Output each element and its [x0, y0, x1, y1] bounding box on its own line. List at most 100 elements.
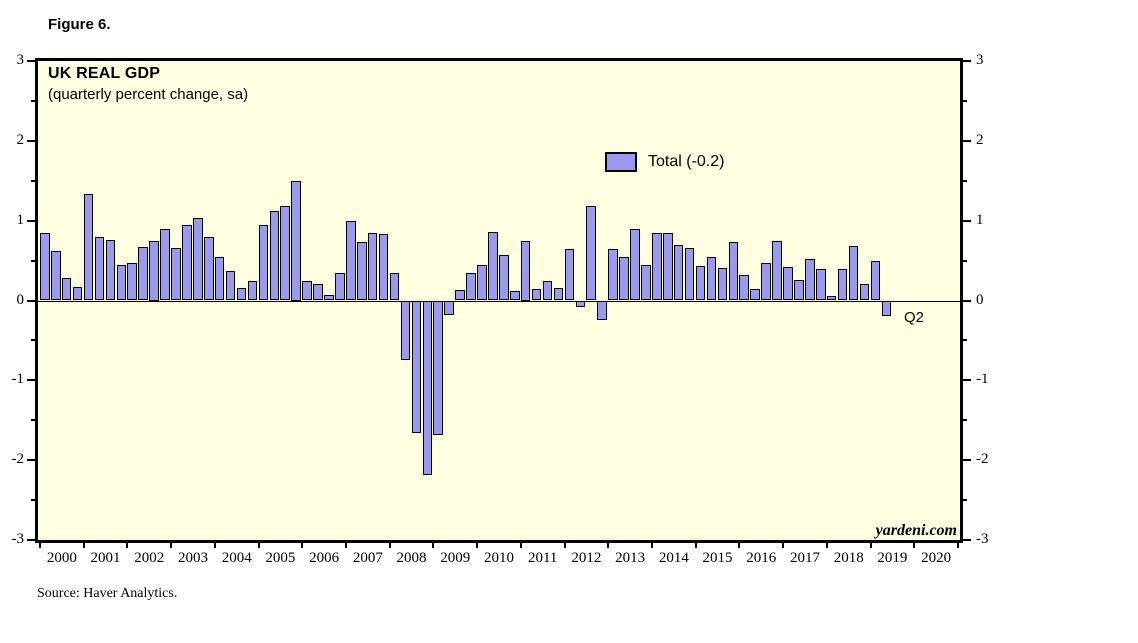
bar — [630, 228, 640, 301]
major-tick-left — [27, 60, 35, 62]
legend-swatch — [605, 152, 637, 172]
bar — [214, 256, 225, 301]
y-axis-label-right: -1 — [976, 371, 989, 388]
bar — [225, 270, 236, 301]
bar — [138, 247, 148, 301]
bar — [313, 283, 323, 301]
bar — [684, 247, 695, 301]
bar — [848, 246, 859, 301]
legend-label: Total (-0.2) — [648, 153, 725, 170]
bar — [586, 206, 597, 301]
x-axis-tick — [913, 540, 916, 548]
bar — [422, 300, 433, 475]
x-axis-tick — [957, 540, 959, 548]
bar — [772, 241, 782, 301]
bar — [695, 266, 706, 301]
major-tick-right — [963, 139, 971, 142]
x-axis-year-label: 2020 — [921, 550, 952, 566]
bar — [258, 224, 269, 301]
y-axis-label-right: 0 — [976, 291, 984, 308]
x-axis-year-label: 2013 — [615, 550, 646, 566]
y-axis-label-right: -2 — [976, 451, 989, 468]
minor-tick-left — [31, 259, 35, 262]
y-axis-label-left: -1 — [11, 371, 25, 388]
bar — [673, 244, 684, 301]
x-axis-tick — [738, 540, 741, 548]
major-tick-right — [963, 219, 971, 222]
bar — [542, 280, 553, 301]
bar — [203, 236, 214, 301]
x-axis-year-label: 2002 — [134, 550, 165, 566]
bar — [815, 268, 826, 301]
x-axis-year-label: 2018 — [833, 550, 864, 566]
bar — [160, 228, 170, 301]
watermark-yardeni: yardeni.com — [875, 522, 957, 539]
bar — [466, 273, 476, 301]
y-axis-label-left: -3 — [11, 531, 25, 547]
minor-tick-right — [963, 99, 967, 102]
x-axis-tick — [476, 540, 479, 548]
bar — [750, 289, 760, 301]
x-axis-tick — [869, 540, 872, 548]
minor-tick-right — [963, 259, 967, 262]
bar — [805, 258, 815, 301]
y-axis-label-left: 2 — [16, 131, 25, 148]
y-axis-label-right: -3 — [976, 531, 989, 547]
bar — [837, 269, 848, 301]
bar — [826, 295, 837, 301]
bar — [116, 264, 127, 301]
minor-tick-left — [31, 99, 35, 102]
bar — [411, 300, 422, 434]
x-axis-year-label: 2016 — [746, 550, 777, 566]
major-tick-left — [27, 459, 35, 462]
bar — [94, 236, 105, 301]
x-axis-tick — [694, 540, 697, 548]
major-tick-left — [27, 539, 35, 541]
bar — [870, 260, 881, 301]
chart-title: UK REAL GDP — [48, 65, 161, 82]
bar — [859, 283, 870, 301]
bar — [444, 300, 454, 315]
zero-gridline — [38, 300, 960, 302]
minor-tick-left — [31, 339, 35, 342]
bar — [378, 234, 389, 301]
x-axis-tick — [825, 540, 828, 548]
bar — [608, 249, 618, 301]
x-axis-tick — [82, 540, 85, 548]
x-axis-year-label: 2005 — [265, 550, 296, 566]
x-axis-year-label: 2019 — [877, 550, 908, 566]
bar — [400, 300, 411, 360]
x-axis-year-label: 2012 — [571, 550, 602, 566]
bar — [127, 262, 138, 301]
x-axis-tick — [257, 540, 260, 548]
bar — [794, 279, 804, 301]
bar — [61, 278, 72, 301]
y-axis-label-right: 1 — [976, 211, 984, 228]
bar — [509, 290, 520, 301]
major-tick-left — [27, 299, 35, 302]
figure-label: Figure 6. — [48, 16, 111, 33]
bar — [171, 247, 181, 301]
major-tick-left — [27, 139, 35, 142]
major-tick-left — [27, 219, 35, 222]
bar — [564, 248, 575, 301]
y-axis-label-left: 3 — [16, 52, 25, 68]
bar — [193, 218, 203, 301]
bar — [149, 240, 159, 301]
x-axis-year-label: 2014 — [658, 550, 689, 566]
bar — [269, 211, 280, 301]
y-axis-label-left: 1 — [16, 211, 25, 228]
minor-tick-left — [31, 419, 35, 422]
bar — [641, 264, 651, 301]
source-note: Source: Haver Analytics. — [37, 586, 178, 601]
x-axis-year-label: 2001 — [90, 550, 121, 566]
bar — [553, 287, 564, 301]
x-axis-tick — [170, 540, 173, 548]
x-axis-year-label: 2008 — [396, 550, 427, 566]
chart-canvas: UK REAL GDP (quarterly percent change, s… — [12, 53, 989, 567]
x-axis-tick — [519, 540, 522, 548]
y-axis-label-left: -2 — [11, 451, 25, 468]
bar — [488, 231, 498, 301]
x-axis-year-label: 2011 — [527, 550, 558, 566]
